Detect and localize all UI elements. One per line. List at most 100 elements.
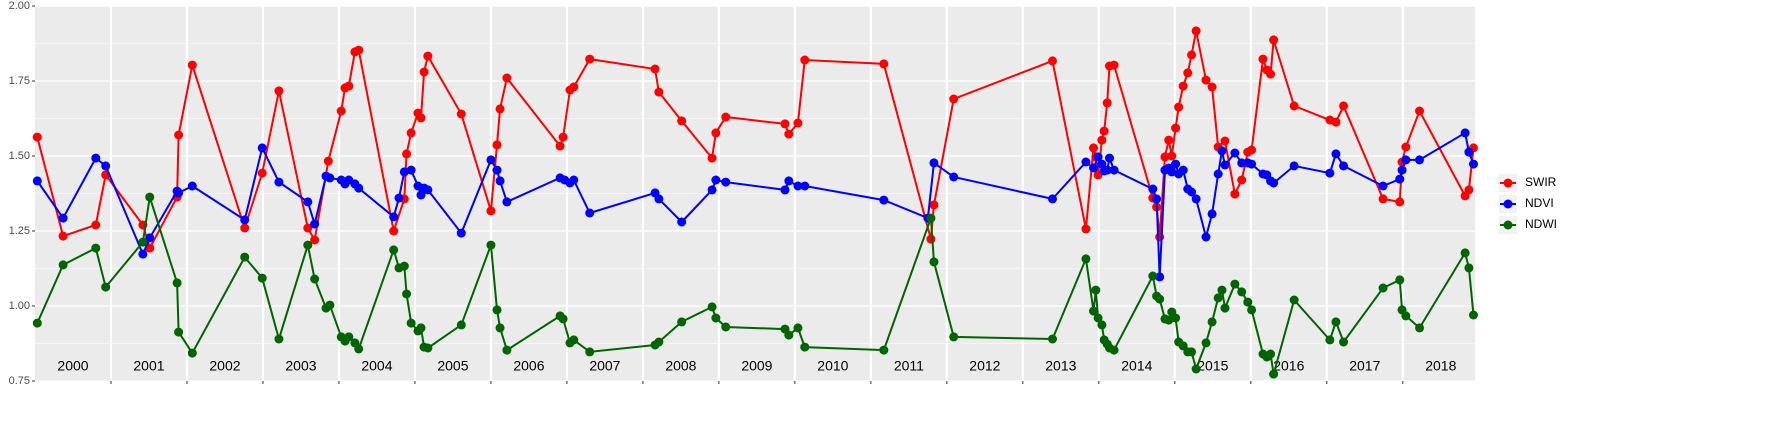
data-point — [1178, 165, 1188, 175]
data-point — [354, 344, 364, 354]
data-point — [1167, 167, 1177, 177]
data-point — [1460, 248, 1470, 258]
data-point — [502, 197, 512, 207]
year-label: 2008 — [665, 358, 696, 374]
legend-symbol — [1503, 178, 1513, 188]
data-point — [569, 335, 579, 345]
data-point — [1464, 147, 1474, 157]
data-point — [240, 215, 250, 225]
data-point — [310, 274, 320, 284]
data-point — [569, 175, 579, 185]
data-point — [1097, 159, 1107, 169]
data-point — [1220, 160, 1230, 170]
data-point — [1401, 142, 1411, 152]
year-label: 2010 — [817, 358, 848, 374]
data-point — [389, 212, 399, 222]
data-point — [711, 128, 721, 138]
data-point — [1266, 69, 1276, 79]
data-point — [495, 323, 505, 333]
year-label: 2007 — [589, 358, 620, 374]
data-point — [32, 176, 42, 186]
data-point — [1415, 323, 1425, 333]
data-point — [274, 334, 284, 344]
data-point — [1217, 146, 1227, 156]
data-point — [1155, 272, 1165, 282]
data-point — [569, 82, 579, 92]
data-point — [800, 342, 810, 352]
data-point — [145, 192, 155, 202]
data-point — [145, 243, 155, 253]
data-point — [1191, 194, 1201, 204]
data-point — [1247, 305, 1257, 315]
data-point — [172, 278, 182, 288]
legend-symbol — [1503, 220, 1513, 230]
data-point — [1093, 313, 1103, 323]
data-point — [654, 194, 664, 204]
data-point — [1247, 145, 1257, 155]
data-point — [310, 235, 320, 245]
y-tick-label: 0.75 — [9, 375, 30, 387]
data-point — [492, 305, 502, 315]
year-label: 2016 — [1273, 358, 1304, 374]
data-point — [1091, 285, 1101, 295]
data-point — [929, 257, 939, 267]
data-point — [495, 104, 505, 114]
legend-label: NDVI — [1525, 196, 1554, 210]
legend-label: SWIR — [1525, 175, 1557, 189]
data-point — [1339, 337, 1349, 347]
data-point — [399, 261, 409, 271]
data-point — [1152, 194, 1162, 204]
data-point — [344, 332, 354, 342]
y-tick-label: 1.75 — [9, 75, 30, 87]
data-point — [174, 188, 184, 198]
data-point — [1395, 174, 1405, 184]
data-point — [711, 313, 721, 323]
data-point — [344, 81, 354, 91]
data-point — [1174, 102, 1184, 112]
data-point — [1325, 335, 1335, 345]
y-tick-label: 1.50 — [9, 150, 30, 162]
data-point — [1258, 54, 1268, 64]
data-point — [1237, 287, 1247, 297]
data-point — [145, 233, 155, 243]
data-point — [1230, 279, 1240, 289]
data-point — [1089, 306, 1099, 316]
data-point — [1155, 232, 1165, 242]
data-point — [406, 128, 416, 138]
data-point — [91, 220, 101, 230]
data-point — [1460, 128, 1470, 138]
data-point — [495, 176, 505, 186]
data-point — [929, 200, 939, 210]
data-point — [502, 345, 512, 355]
data-point — [1217, 285, 1227, 295]
data-point — [1201, 232, 1211, 242]
data-point — [240, 223, 250, 233]
data-point — [58, 213, 68, 223]
data-point — [1097, 135, 1107, 145]
data-point — [1464, 185, 1474, 195]
data-point — [1289, 161, 1299, 171]
data-point — [654, 337, 664, 347]
data-point — [325, 300, 335, 310]
data-point — [416, 113, 426, 123]
data-point — [1201, 338, 1211, 348]
data-point — [1089, 163, 1099, 173]
data-point — [879, 59, 889, 69]
data-point — [793, 323, 803, 333]
data-point — [1102, 98, 1112, 108]
data-point — [784, 129, 794, 139]
data-point — [187, 60, 197, 70]
data-point — [274, 177, 284, 187]
year-label: 2003 — [285, 358, 316, 374]
data-point — [423, 343, 433, 353]
data-point — [1164, 135, 1174, 145]
data-point — [325, 173, 335, 183]
data-point — [1097, 320, 1107, 330]
year-label: 2012 — [969, 358, 1000, 374]
data-point — [32, 318, 42, 328]
data-point — [1047, 334, 1057, 344]
data-point — [1415, 155, 1425, 165]
data-point — [1331, 317, 1341, 327]
data-point — [1415, 106, 1425, 116]
